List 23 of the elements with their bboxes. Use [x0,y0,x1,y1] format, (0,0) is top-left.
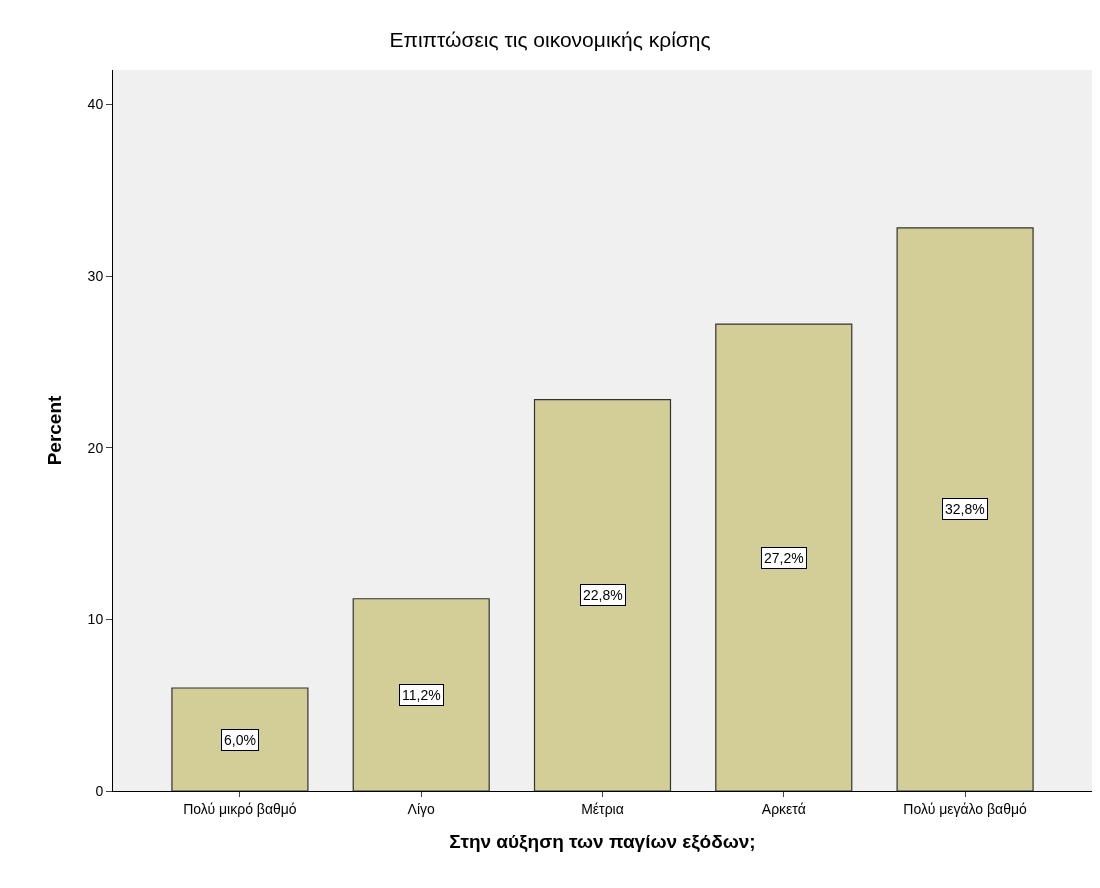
data-label: 11,2% [402,687,441,703]
bar [715,323,853,791]
y-axis-title: Percent [44,394,66,466]
bar [896,227,1034,791]
x-axis-title: Στην αύξηση των παγίων εξόδων; [449,830,756,853]
y-tick-label: 0 [95,782,104,799]
data-label: 32,8% [945,501,985,517]
data-label: 22,8% [583,587,623,603]
x-tick-label: Λίγο [407,800,436,817]
y-tick-label: 40 [87,96,104,113]
y-tick-label: 30 [87,267,104,284]
y-tick-label: 20 [87,439,104,456]
x-tick-label: Μέτρια [581,800,624,817]
bar [171,687,309,791]
bar [533,399,672,791]
x-tick-label: Πολύ μεγάλο βαθμό [903,800,1028,817]
chart-title: Επιπτώσεις τις οικονομικής κρίσης [389,28,711,52]
data-label: 27,2% [764,550,804,566]
x-tick-label: Αρκετά [761,800,806,817]
y-tick-label: 10 [87,611,104,628]
x-tick-label: Πολύ μικρό βαθμό [183,800,297,817]
data-label: 6,0% [224,732,256,748]
bar [352,598,490,791]
